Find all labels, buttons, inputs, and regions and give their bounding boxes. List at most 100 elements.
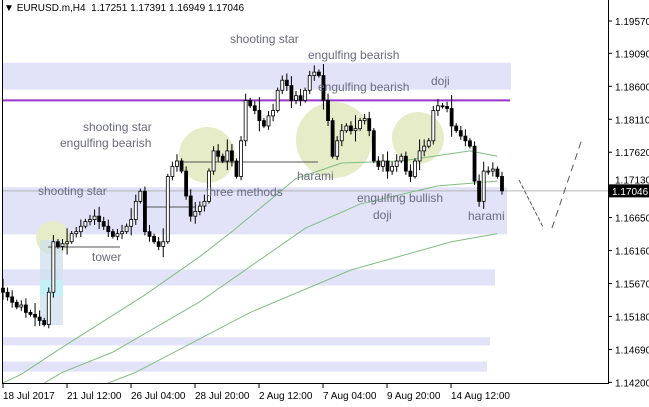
bearish-candle-body [454,125,459,132]
bullish-candle-body [266,115,271,127]
support-resistance-zone[interactable] [2,361,487,372]
bullish-candle-body [170,165,175,177]
price-tick-label: 1.18600 [615,82,649,93]
bullish-candle-body [115,233,120,237]
bullish-candle-body [129,219,134,227]
candle [51,235,56,298]
bullish-candle-body [69,233,74,243]
bullish-candle-body [381,160,385,167]
bearish-candle-body [10,296,15,303]
candle [234,158,239,179]
projection-line-up[interactable] [551,138,583,229]
candle [78,219,83,238]
bearish-candle-body [376,160,381,167]
bullish-candle-body [486,170,491,173]
candle [133,194,138,225]
candle [490,162,495,177]
bearish-candle-body [468,140,472,147]
annotation-label: doji [373,208,392,222]
bullish-candle-body [207,170,211,202]
candle [371,128,376,164]
ohlc-low: 1.16949 [169,3,206,14]
bearish-candle-body [326,100,330,122]
annotation-label: harami [468,209,505,223]
candle [193,202,198,224]
bearish-candle-body [367,118,372,132]
bullish-candle-body [92,215,97,220]
candle [307,70,312,95]
candle [14,299,19,310]
price-axis[interactable]: 1.19570 1.19090 1.18600 1.18110 1.17620 1.171… [608,17,649,389]
candle [413,158,417,179]
bearish-candle-body [252,105,257,111]
bearish-candle-body [284,79,289,87]
candle [275,87,280,113]
candle [92,209,97,225]
bullish-candle-body [426,140,431,147]
time-axis[interactable]: 18 Jul 2017 21 Jul 12:00 26 Jul 04:00 28 Ju… [2,384,510,402]
bullish-candle-body [46,291,51,325]
candle [220,153,225,164]
bearish-candle-body [408,170,413,177]
candle [495,166,500,179]
bullish-candle-body [394,160,399,167]
candle [33,302,37,327]
candle [316,69,321,78]
candle [358,117,362,131]
candle [243,93,248,147]
candle [156,237,161,251]
bearish-candle-body [179,160,184,172]
candle [152,233,156,244]
candle [106,219,111,238]
candle [326,93,330,126]
bearish-candle-body [152,235,156,243]
projection-line-down[interactable] [518,179,544,228]
candle [353,115,358,142]
candle [408,164,413,182]
candle [422,139,427,157]
candle [257,97,262,132]
candle [477,174,482,207]
bullish-candle-body [65,241,69,245]
bearish-candle-body [477,180,482,202]
bearish-candle-body [56,241,60,247]
bullish-candle-body [344,125,349,132]
candle [266,111,271,130]
symbol-label: EURUSD.m,H4 [16,3,86,14]
bullish-candle-body [138,190,143,202]
candle [403,151,408,175]
bullish-candle-body [78,225,83,233]
support-resistance-zone[interactable] [2,269,495,286]
candle [74,226,79,238]
candle [184,166,189,200]
candle [362,113,367,125]
annotation-label: engulfing bullish [357,191,443,205]
candle [179,158,184,174]
candle [225,139,230,171]
candle [303,87,308,103]
bullish-candle-body [422,145,427,152]
price-tick-label: 1.18110 [615,115,649,126]
price-tick-label: 1.17620 [615,148,649,159]
support-resistance-zone[interactable] [2,337,490,346]
annotation-label: engulfing bearish [308,48,399,62]
annotation-label: harami [297,169,334,183]
candle [138,188,143,204]
bearish-candle-body [101,221,106,227]
bullish-candle-body [120,231,124,235]
bullish-candle-body [197,205,202,212]
price-tick-label: 1.19570 [615,17,649,28]
bearish-candle-body [229,150,234,162]
bearish-candle-body [216,150,221,157]
bearish-candle-body [403,155,408,172]
candle [161,228,166,258]
bullish-candle-body [161,241,166,247]
candle [175,154,179,172]
candle [449,95,454,137]
support-resistance-zone[interactable] [2,62,511,90]
candle [436,99,440,116]
collapse-triangle-icon[interactable]: ▼ [4,3,17,14]
bearish-candle-body [385,160,390,172]
price-tick-label: 1.15180 [615,312,649,323]
